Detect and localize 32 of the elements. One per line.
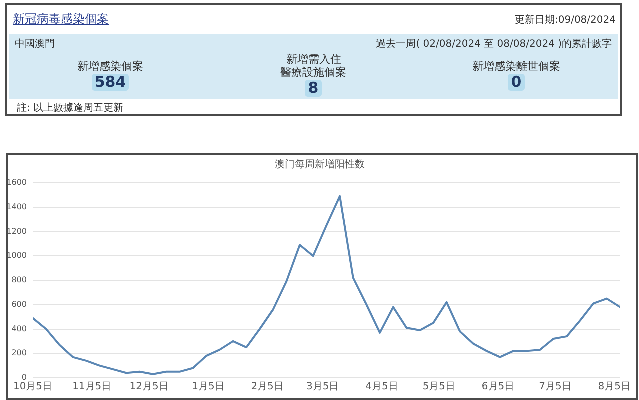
x-tick-label: 10月5日 (13, 382, 53, 393)
y-tick-label: 800 (12, 276, 27, 285)
category-label: 新增感染個案 (78, 60, 144, 72)
y-tick-label: 600 (12, 300, 27, 309)
y-tick-label: 1600 (6, 178, 27, 188)
x-tick-label: 8月5日 (598, 382, 631, 393)
x-tick-label: 11月5日 (72, 382, 112, 393)
x-tick-label: 2月5日 (251, 382, 284, 393)
y-tick-label: 200 (12, 348, 27, 358)
text: 過去一周( 02/08/2024 至 08/08/2024 )的累計數字 (376, 38, 612, 51)
y-tick-label: 1400 (6, 202, 27, 212)
x-tick-label: 6月5日 (482, 382, 515, 393)
text: 註: 以上數據逢周五更新 (17, 102, 124, 115)
y-tick-label: 1000 (6, 251, 27, 260)
x-tick-label: 3月5日 (306, 382, 340, 393)
x-tick-label: 5月5日 (422, 382, 456, 393)
x-tick-label: 7月5日 (539, 382, 572, 393)
x-tick-label: 4月5日 (366, 382, 398, 393)
y-tick-label: 400 (12, 324, 27, 334)
text: 更新日期:09/08/2024 (514, 14, 616, 27)
category-label: 新增感染離世個案 (472, 60, 560, 72)
chart-title: 澳门每周新增阳性数 (275, 158, 365, 171)
y-tick-label: 0 (22, 373, 27, 382)
data-label: 584 (92, 72, 130, 90)
data-label: 0 (508, 72, 525, 90)
text: 中國澳門 (15, 38, 55, 51)
category-label: 新增需入住醫療設施個案 (280, 53, 347, 79)
y-tick-label: 1200 (6, 226, 27, 236)
x-tick-label: 12月5日 (130, 382, 169, 393)
data-label: 8 (305, 79, 322, 97)
x-tick-label: 1月5日 (192, 382, 225, 393)
text: 新冠病毒感染個案 (13, 11, 109, 28)
